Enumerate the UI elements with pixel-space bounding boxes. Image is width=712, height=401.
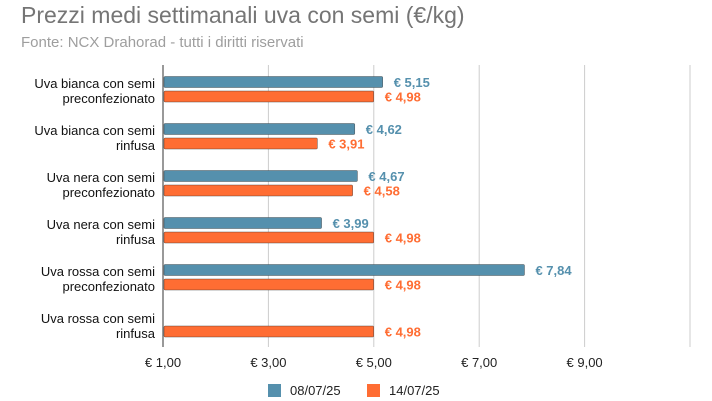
- category-label-line1: Uva bianca con semi: [34, 123, 155, 138]
- x-tick-label: € 3,00: [250, 355, 286, 370]
- category-label-line1: Uva rossa con semi: [41, 264, 155, 279]
- data-label: € 3,91: [328, 137, 364, 152]
- x-tick-label: € 9,00: [567, 355, 603, 370]
- chart-title: Prezzi medi settimanali uva con semi (€/…: [21, 2, 465, 28]
- x-tick-label: € 7,00: [461, 355, 497, 370]
- legend-swatch: [367, 384, 380, 397]
- data-label: € 4,98: [385, 325, 421, 340]
- data-label: € 4,62: [366, 122, 402, 137]
- bar: [163, 217, 322, 229]
- category-label-line1: Uva rossa con semi: [41, 311, 155, 326]
- bar: [163, 231, 374, 244]
- bar: [163, 278, 374, 291]
- data-label: € 4,98: [385, 231, 421, 246]
- category-label-line1: Uva nera con semi: [47, 217, 155, 232]
- category-label-line2: preconfezionato: [62, 185, 155, 200]
- data-label: € 7,84: [535, 263, 572, 278]
- bar: [163, 184, 353, 197]
- category-label-line2: preconfezionato: [62, 91, 155, 106]
- legend-label: 08/07/25: [290, 383, 341, 398]
- category-label-line2: rinfusa: [116, 138, 156, 153]
- bar: [163, 170, 358, 182]
- bar: [163, 325, 374, 338]
- legend-swatch: [268, 384, 281, 397]
- bar: [163, 76, 383, 88]
- category-label-line1: Uva bianca con semi: [34, 76, 155, 91]
- bar: [163, 123, 355, 135]
- chart-subtitle: Fonte: NCX Drahorad - tutti i diritti ri…: [21, 34, 304, 51]
- bar: [163, 137, 318, 150]
- data-label: € 3,99: [333, 216, 369, 231]
- data-label: € 5,15: [394, 75, 430, 90]
- category-label-line2: preconfezionato: [62, 279, 155, 294]
- data-label: € 4,98: [385, 90, 421, 105]
- data-label: € 4,58: [364, 184, 400, 199]
- bar: [163, 264, 525, 276]
- category-label-line2: rinfusa: [116, 232, 156, 247]
- category-label-line1: Uva nera con semi: [47, 170, 155, 185]
- x-tick-label: € 1,00: [145, 355, 181, 370]
- x-tick-label: € 5,00: [356, 355, 392, 370]
- bar: [163, 90, 374, 103]
- data-label: € 4,98: [385, 278, 421, 293]
- legend-label: 14/07/25: [389, 383, 440, 398]
- category-label-line2: rinfusa: [116, 326, 156, 341]
- data-label: € 4,67: [368, 169, 404, 184]
